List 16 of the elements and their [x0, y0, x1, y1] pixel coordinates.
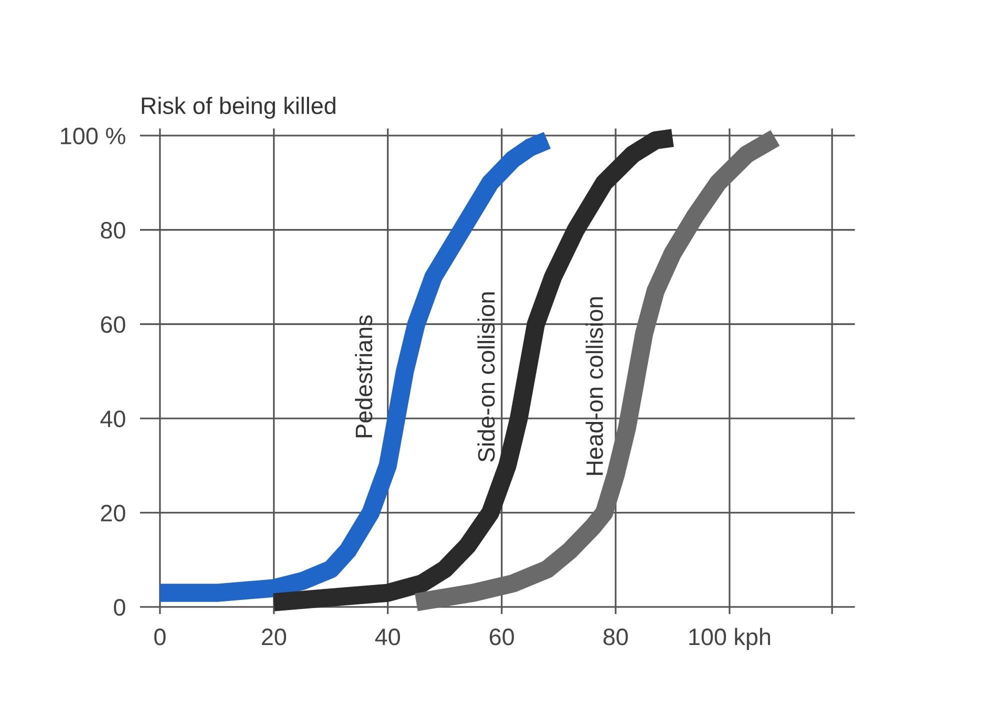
- text: Head-on collision: [586, 297, 604, 475]
- x-tick-label: 60: [490, 628, 514, 646]
- y-axis-title: Risk of being killed: [142, 96, 336, 119]
- text: Side-on collision: [477, 292, 495, 462]
- y-tick-label: 60: [101, 316, 126, 333]
- y-tick-label: 100 %: [60, 128, 126, 144]
- y-tick-label: 80: [100, 222, 126, 239]
- y-tick-label: 40: [100, 410, 126, 428]
- y-tick-label: 20: [101, 504, 126, 522]
- y-tick-label: 0: [114, 599, 126, 616]
- x-tick-label: 80: [604, 628, 628, 646]
- x-tick-label: 20: [262, 628, 286, 646]
- x-tick-label: 40: [375, 628, 400, 646]
- text: Pedestrians: [354, 315, 372, 438]
- x-tick-label: 100 kph: [689, 628, 770, 650]
- x-tick-label: 0: [154, 628, 166, 646]
